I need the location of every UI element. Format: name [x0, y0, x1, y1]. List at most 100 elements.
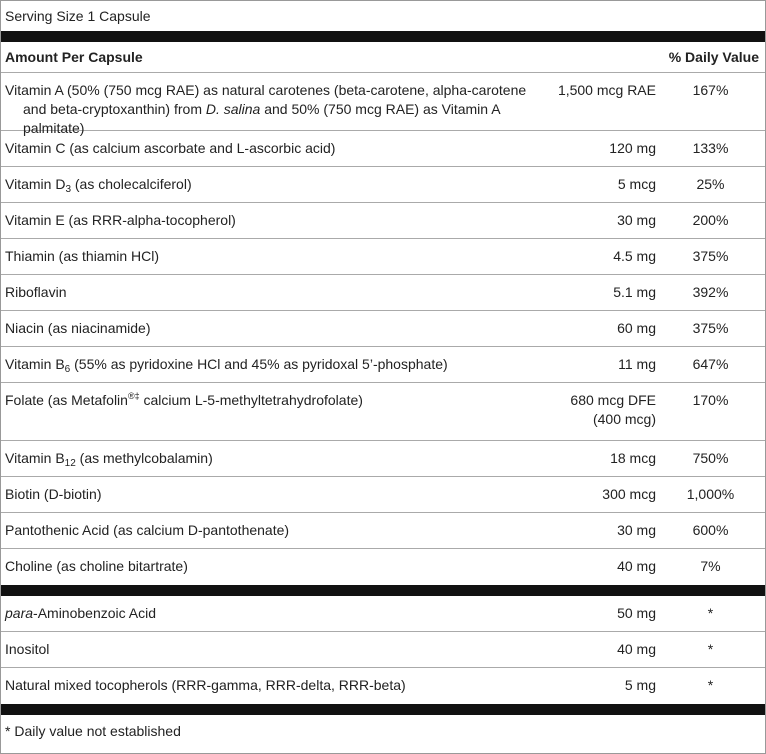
- name-part: Natural mixed tocopherols (RRR-gamma, RR…: [5, 677, 406, 693]
- name-part: Choline (as choline bitartrate): [5, 558, 188, 574]
- amount: 40 mg: [553, 557, 656, 585]
- nutrient-row: Natural mixed tocopherols (RRR-gamma, RR…: [1, 668, 765, 704]
- name-part: ®‡: [127, 391, 140, 401]
- amount-line: 1,500 mcg RAE: [557, 82, 656, 98]
- amount: 300 mcg: [553, 485, 656, 512]
- nutrient-name: Niacin (as niacinamide): [1, 319, 553, 346]
- daily-value: *: [707, 641, 714, 657]
- name-part: Inositol: [5, 641, 50, 657]
- amount-line: 5 mcg: [617, 176, 656, 192]
- nutrient-name: Natural mixed tocopherols (RRR-gamma, RR…: [1, 676, 553, 704]
- name-part: calcium L-5-methyltetrahydrofolate): [139, 392, 363, 408]
- amount-line: 680 mcg DFE: [570, 392, 656, 408]
- nutrient-name: Choline (as choline bitartrate): [1, 557, 553, 585]
- nutrient-name: Vitamin E (as RRR-alpha-tocopherol): [1, 211, 553, 238]
- nutrient-row: Vitamin B6 (55% as pyridoxine HCl and 45…: [1, 347, 765, 383]
- daily-value: 133%: [692, 140, 729, 156]
- daily-value: 200%: [692, 212, 729, 228]
- amount: 120 mg: [553, 139, 656, 166]
- daily-value: *: [707, 605, 714, 621]
- name-part: Vitamin B: [5, 356, 65, 372]
- serving-size: Serving Size 1 Capsule: [5, 8, 151, 24]
- amount-line: 40 mg: [617, 558, 656, 574]
- nutrient-name: Vitamin B12 (as methylcobalamin): [1, 449, 553, 476]
- nutrient-row: Vitamin A (50% (750 mcg RAE) as natural …: [1, 73, 765, 136]
- nutrient-name: Riboflavin: [1, 283, 553, 310]
- nutrient-name: Vitamin A (50% (750 mcg RAE) as natural …: [1, 81, 553, 136]
- name-part: D. salina: [205, 101, 261, 117]
- name-part: 12: [64, 458, 76, 469]
- name-part: Riboflavin: [5, 284, 67, 300]
- amount-line: 300 mcg: [602, 486, 656, 502]
- name-part: -Aminobenzoic Acid: [33, 605, 156, 621]
- daily-value: 392%: [692, 284, 729, 300]
- daily-value: 1,000%: [686, 486, 735, 502]
- divider: [1, 31, 765, 42]
- nutrient-row: para-Aminobenzoic Acid 50 mg *: [1, 596, 765, 632]
- amount: 5.1 mg: [553, 283, 656, 310]
- amount-line: 120 mg: [609, 140, 656, 156]
- amount: 40 mg: [553, 640, 656, 667]
- divider: [1, 585, 765, 596]
- name-part: Pantothenic Acid (as calcium D-pantothen…: [5, 522, 290, 538]
- amount-line: 11 mg: [618, 356, 656, 372]
- name-part: (55% as pyridoxine HCl and 45% as pyrido…: [70, 356, 448, 372]
- header-amount: Amount Per Capsule: [5, 49, 143, 65]
- amount-line: (400 mcg): [592, 411, 656, 427]
- amount: 5 mg: [553, 676, 656, 704]
- amount: 5 mcg: [553, 175, 656, 202]
- nutrient-row: Niacin (as niacinamide) 60 mg 375%: [1, 311, 765, 347]
- daily-value: 170%: [692, 392, 729, 408]
- name-part: Vitamin C (as calcium ascorbate and L-as…: [5, 140, 336, 156]
- nutrient-row: Vitamin C (as calcium ascorbate and L-as…: [1, 131, 765, 167]
- daily-value: 7%: [700, 558, 721, 574]
- amount-line: 40 mg: [617, 641, 656, 657]
- daily-value: 25%: [696, 176, 725, 192]
- amount: 4.5 mg: [553, 247, 656, 274]
- nutrient-name: Thiamin (as thiamin HCl): [1, 247, 553, 274]
- nutrient-name: Folate (as Metafolin®‡ calcium L-5-methy…: [1, 391, 553, 440]
- amount-line: 30 mg: [617, 522, 656, 538]
- amount: 30 mg: [553, 211, 656, 238]
- name-part: Thiamin (as thiamin HCl): [5, 248, 160, 264]
- amount: 1,500 mcg RAE: [553, 81, 656, 130]
- nutrient-row: Vitamin E (as RRR-alpha-tocopherol) 30 mg…: [1, 203, 765, 239]
- name-part: para: [5, 605, 34, 621]
- daily-value: 750%: [692, 450, 729, 466]
- name-part: Folate (as Metafolin: [5, 392, 128, 408]
- amount-line: 60 mg: [617, 320, 656, 336]
- footnote: * Daily value not established: [5, 723, 181, 739]
- divider: [1, 704, 765, 715]
- nutrient-name: para-Aminobenzoic Acid: [1, 604, 553, 631]
- name-part: (as methylcobalamin): [75, 450, 213, 466]
- amount-line: 5 mg: [624, 677, 656, 693]
- name-part: Biotin (D-biotin): [5, 486, 102, 502]
- nutrient-name: Inositol: [1, 640, 553, 667]
- amount: 30 mg: [553, 521, 656, 548]
- section: para-Aminobenzoic Acid 50 mg * Inositol 40 m…: [1, 596, 765, 704]
- header-dv: % Daily Value: [668, 49, 759, 65]
- daily-value: 647%: [692, 356, 729, 372]
- amount: 680 mcg DFE (400 mcg): [553, 391, 656, 440]
- amount: 60 mg: [553, 319, 656, 346]
- nutrient-name: Pantothenic Acid (as calcium D-pantothen…: [1, 521, 553, 548]
- nutrient-name: Biotin (D-biotin): [1, 485, 553, 512]
- nutrient-row: Inositol 40 mg *: [1, 632, 765, 668]
- amount-line: 4.5 mg: [613, 248, 656, 264]
- name-part: 6: [64, 364, 71, 375]
- daily-value: 375%: [692, 320, 729, 336]
- amount-line: 30 mg: [617, 212, 656, 228]
- amount-line: 50 mg: [617, 605, 656, 621]
- name-part: and 50% (750 mcg RAE) as Vitamin A palmi…: [23, 101, 500, 136]
- daily-value: 167%: [692, 82, 729, 98]
- nutrient-row: Thiamin (as thiamin HCl) 4.5 mg 375%: [1, 239, 765, 275]
- nutrient-row: Biotin (D-biotin) 300 mcg 1,000%: [1, 477, 765, 513]
- name-part: Vitamin D: [5, 176, 66, 192]
- name-part: Vitamin E (as RRR-alpha-tocopherol): [5, 212, 236, 228]
- amount-line: 18 mcg: [610, 450, 656, 466]
- amount: 18 mcg: [553, 449, 656, 476]
- nutrient-row: Pantothenic Acid (as calcium D-pantothen…: [1, 513, 765, 549]
- amount: 50 mg: [553, 604, 656, 631]
- daily-value: *: [707, 677, 714, 693]
